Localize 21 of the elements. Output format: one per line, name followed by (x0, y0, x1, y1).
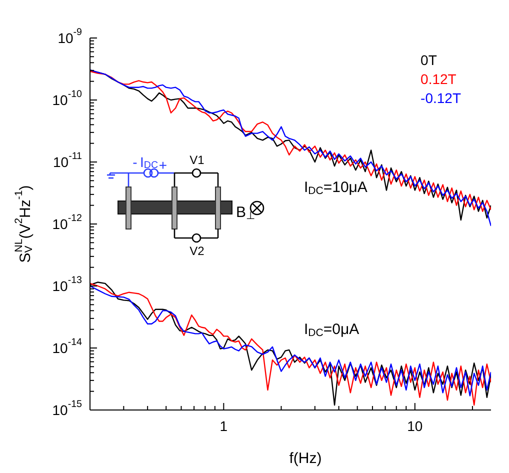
annotation: I$_{DC}$ (140, 154, 158, 172)
y-tick-label: 10$^{-13}$ (52, 274, 83, 294)
annotation: V1 (190, 153, 205, 167)
annotation: V2 (190, 244, 205, 258)
y-tick-label: 10$^{-10}$ (52, 88, 83, 108)
y-tick-label: 10$^{-14}$ (52, 336, 83, 356)
y-tick-label: 10$^{-11}$ (52, 150, 82, 170)
annotation: B$_{⊥}$ (236, 204, 256, 222)
annotation: I$_{DC}$=0μA (304, 320, 360, 340)
text: 0T (420, 51, 438, 70)
text: -0.12T (420, 89, 461, 108)
annotation: + (158, 157, 168, 173)
y-tick-label: 10$^{-12}$ (52, 212, 82, 232)
x-tick-label: 1 (220, 418, 228, 434)
x-tick-label: 10 (407, 418, 423, 434)
y-tick-label: 10$^{-15}$ (52, 398, 83, 418)
text: 0.12T (420, 70, 458, 89)
annotation: - (132, 154, 138, 170)
annotation: I$_{DC}$=10μA (304, 178, 368, 198)
x-axis-title: f(Hz) (289, 450, 322, 466)
y-tick-label: 10$^{-9}$ (58, 26, 82, 46)
